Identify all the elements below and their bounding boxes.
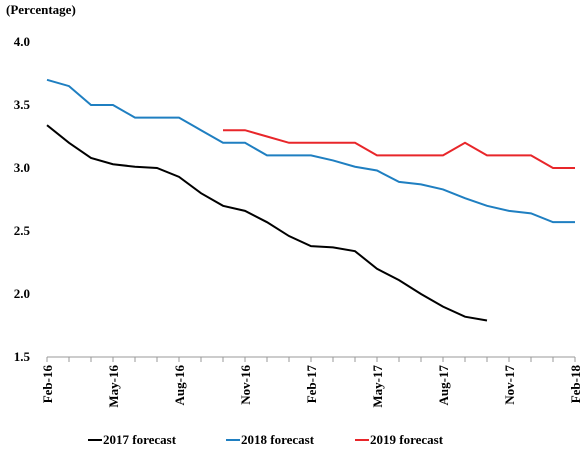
legend-label: 2017 forecast: [103, 432, 177, 447]
y-tick-label: 1.5: [14, 349, 31, 364]
y-tick-label: 3.5: [14, 97, 31, 112]
x-tick-label: Aug-17: [436, 365, 451, 406]
x-tick-label: Nov-17: [502, 365, 517, 405]
y-axis-label: (Percentage): [6, 2, 76, 17]
legend-label: 2018 forecast: [241, 432, 315, 447]
series-line: [46, 78, 575, 224]
x-tick-label: Feb-16: [40, 365, 55, 404]
x-tick-label: Feb-17: [304, 365, 319, 404]
y-tick-label: 2.0: [14, 286, 30, 301]
y-tick-label: 4.0: [14, 34, 30, 49]
y-tick-label: 2.5: [14, 223, 31, 238]
legend-label: 2019 forecast: [370, 432, 444, 447]
x-tick-label: May-17: [370, 365, 385, 408]
series-line: [46, 124, 488, 322]
x-tick-label: May-16: [106, 365, 121, 408]
x-tick-label: Feb-18: [568, 365, 581, 404]
series-line: [223, 129, 575, 169]
x-tick-label: Aug-16: [172, 365, 187, 406]
y-tick-label: 3.0: [14, 160, 30, 175]
x-tick-label: Nov-16: [238, 365, 253, 405]
